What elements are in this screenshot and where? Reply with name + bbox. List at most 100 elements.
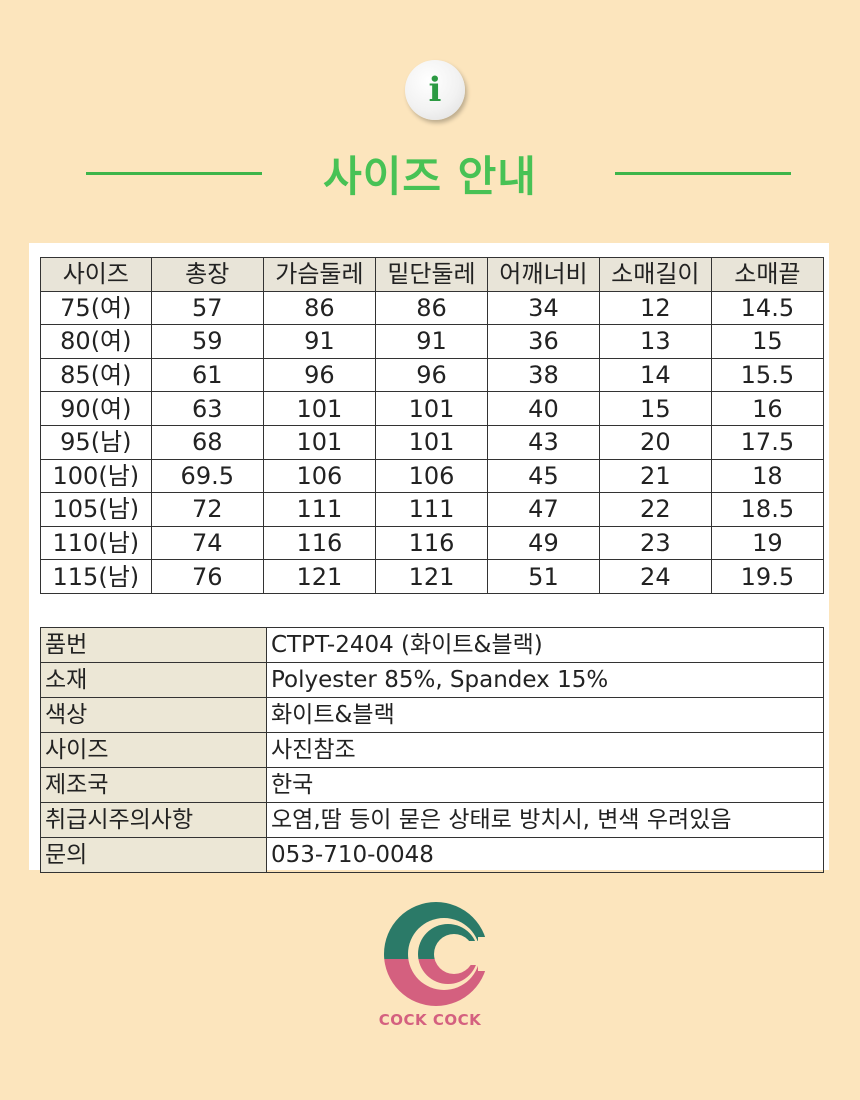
measurement-cell: 45 — [487, 458, 600, 494]
size-cell: 100(남) — [40, 458, 152, 494]
info-value: CTPT-2404 (화이트&블랙) — [266, 627, 824, 663]
measurement-cell: 116 — [374, 525, 489, 561]
measurement-cell: 12 — [598, 290, 712, 326]
size-cell: 75(여) — [40, 290, 152, 326]
measurement-cell: 19 — [710, 525, 825, 561]
info-value: 사진참조 — [266, 732, 824, 768]
measurement-cell: 91 — [374, 324, 489, 359]
cc-logo-icon — [384, 902, 498, 1006]
title-divider-left — [86, 172, 262, 175]
measurement-cell: 47 — [487, 492, 600, 527]
brand-name: COCK COCK — [378, 1011, 482, 1029]
size-guide-card: 사이즈 총장 가슴둘레 밑단둘레 어깨너비 소매길이 소매끝 75(여) 57 86… — [29, 243, 829, 873]
measurement-cell: 91 — [262, 324, 376, 359]
info-icon-glyph: i — [428, 70, 442, 110]
measurement-cell: 14 — [598, 357, 712, 393]
measurement-cell: 96 — [262, 357, 376, 393]
column-header: 어깨너비 — [487, 257, 600, 292]
measurement-cell: 111 — [374, 492, 489, 527]
info-row: 제조국 한국 — [40, 767, 824, 803]
measurement-cell: 86 — [262, 290, 376, 326]
measurement-cell: 111 — [262, 492, 376, 527]
measurement-cell: 24 — [598, 559, 712, 594]
table-row: 95(남) 68 101 101 43 20 17.5 — [40, 424, 825, 460]
measurement-cell: 15.5 — [710, 357, 825, 393]
column-header: 밑단둘레 — [374, 257, 489, 292]
size-cell: 85(여) — [40, 357, 152, 393]
measurement-cell: 63 — [150, 391, 264, 426]
column-header: 사이즈 — [40, 257, 152, 292]
measurement-cell: 61 — [150, 357, 264, 393]
title-divider-right — [615, 172, 791, 175]
info-row: 사이즈 사진참조 — [40, 732, 824, 768]
info-label: 취급시주의사항 — [40, 802, 267, 838]
size-cell: 95(남) — [40, 424, 152, 460]
measurement-cell: 18 — [710, 458, 825, 494]
size-cell: 115(남) — [40, 559, 152, 594]
product-info-table: 품번 CTPT-2404 (화이트&블랙) 소재 Polyester 85%, Spa… — [40, 627, 824, 873]
size-cell: 105(남) — [40, 492, 152, 527]
measurement-cell: 101 — [262, 424, 376, 460]
info-value: 한국 — [266, 767, 824, 803]
table-row: 100(남) 69.5 106 106 45 21 18 — [40, 458, 825, 494]
measurement-cell: 22 — [598, 492, 712, 527]
measurement-cell: 72 — [150, 492, 264, 527]
size-table: 사이즈 총장 가슴둘레 밑단둘레 어깨너비 소매길이 소매끝 75(여) 57 86… — [40, 257, 825, 594]
size-cell: 80(여) — [40, 324, 152, 359]
table-row: 110(남) 74 116 116 49 23 19 — [40, 525, 825, 561]
info-row: 색상 화이트&블랙 — [40, 697, 824, 733]
info-label: 제조국 — [40, 767, 267, 803]
measurement-cell: 14.5 — [710, 290, 825, 326]
size-cell: 90(여) — [40, 391, 152, 426]
info-row: 취급시주의사항 오염,땀 등이 묻은 상태로 방치시, 변색 우려있음 — [40, 802, 824, 838]
measurement-cell: 68 — [150, 424, 264, 460]
measurement-cell: 43 — [487, 424, 600, 460]
measurement-cell: 20 — [598, 424, 712, 460]
measurement-cell: 101 — [374, 424, 489, 460]
measurement-cell: 13 — [598, 324, 712, 359]
size-cell: 110(남) — [40, 525, 152, 561]
measurement-cell: 74 — [150, 525, 264, 561]
measurement-cell: 116 — [262, 525, 376, 561]
measurement-cell: 51 — [487, 559, 600, 594]
column-header: 소매끝 — [710, 257, 825, 292]
column-header: 가슴둘레 — [262, 257, 376, 292]
measurement-cell: 106 — [374, 458, 489, 494]
measurement-cell: 34 — [487, 290, 600, 326]
info-row: 문의 053-710-0048 — [40, 837, 824, 873]
table-row: 115(남) 76 121 121 51 24 19.5 — [40, 559, 825, 594]
measurement-cell: 17.5 — [710, 424, 825, 460]
measurement-cell: 40 — [487, 391, 600, 426]
measurement-cell: 15 — [598, 391, 712, 426]
column-header: 소매길이 — [598, 257, 712, 292]
info-label: 소재 — [40, 662, 267, 698]
measurement-cell: 86 — [374, 290, 489, 326]
measurement-cell: 38 — [487, 357, 600, 393]
size-table-header-row: 사이즈 총장 가슴둘레 밑단둘레 어깨너비 소매길이 소매끝 — [40, 257, 825, 292]
page-title: 사이즈 안내 — [323, 152, 537, 201]
table-row: 80(여) 59 91 91 36 13 15 — [40, 324, 825, 359]
measurement-cell: 59 — [150, 324, 264, 359]
measurement-cell: 15 — [710, 324, 825, 359]
info-value: 053-710-0048 — [266, 837, 824, 873]
measurement-cell: 16 — [710, 391, 825, 426]
measurement-cell: 121 — [374, 559, 489, 594]
info-icon: i — [405, 60, 465, 120]
table-row: 75(여) 57 86 86 34 12 14.5 — [40, 290, 825, 326]
measurement-cell: 23 — [598, 525, 712, 561]
info-label: 품번 — [40, 627, 267, 663]
measurement-cell: 101 — [374, 391, 489, 426]
table-row: 90(여) 63 101 101 40 15 16 — [40, 391, 825, 426]
measurement-cell: 19.5 — [710, 559, 825, 594]
info-value: Polyester 85%, Spandex 15% — [266, 662, 824, 698]
info-label: 문의 — [40, 837, 267, 873]
measurement-cell: 121 — [262, 559, 376, 594]
info-label: 색상 — [40, 697, 267, 733]
table-row: 85(여) 61 96 96 38 14 15.5 — [40, 357, 825, 393]
measurement-cell: 36 — [487, 324, 600, 359]
measurement-cell: 69.5 — [150, 458, 264, 494]
measurement-cell: 76 — [150, 559, 264, 594]
measurement-cell: 57 — [150, 290, 264, 326]
measurement-cell: 106 — [262, 458, 376, 494]
measurement-cell: 21 — [598, 458, 712, 494]
